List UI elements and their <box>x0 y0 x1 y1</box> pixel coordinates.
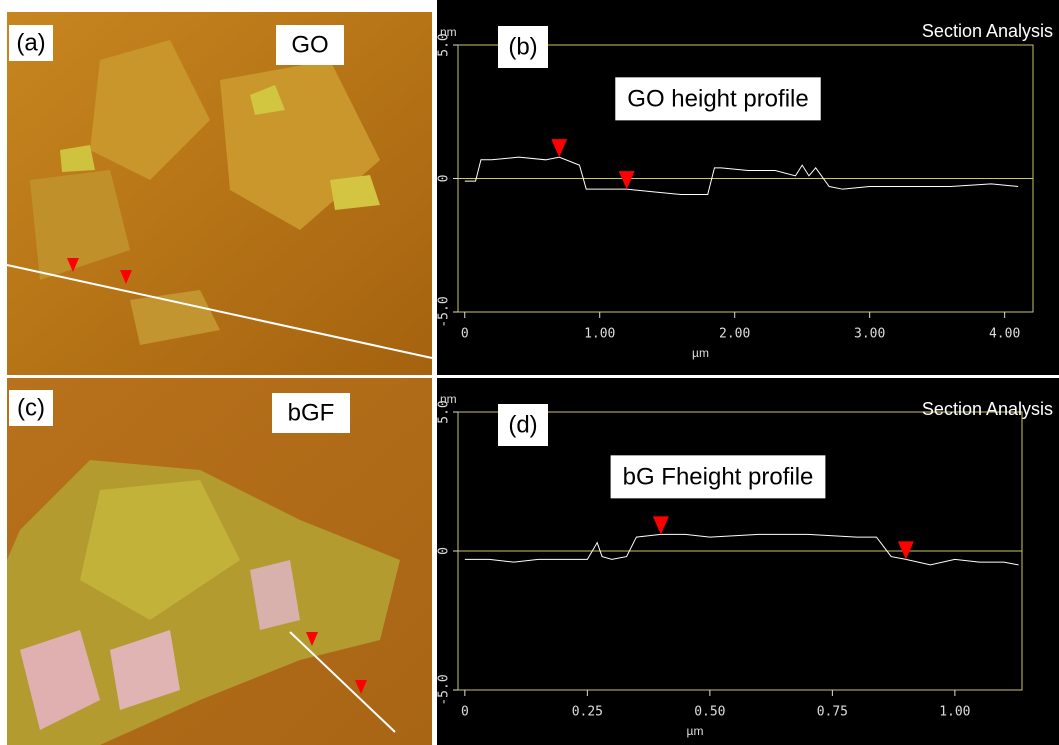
x-axis-label: µm <box>687 724 704 738</box>
x-tick-label: 0.50 <box>694 705 725 720</box>
x-tick-label: 0 <box>461 705 469 720</box>
profile-line <box>464 533 1019 566</box>
annotation-box <box>610 455 826 499</box>
flake <box>250 85 285 115</box>
panel-label: (c) <box>17 394 45 421</box>
flake <box>330 175 380 210</box>
cursor <box>67 258 79 272</box>
annotation-box <box>615 77 821 121</box>
y-tick-label: 0 <box>437 175 452 183</box>
section-line <box>289 631 396 733</box>
flake <box>250 560 300 630</box>
y-axis-label: nm <box>440 25 457 39</box>
label-box <box>276 25 344 65</box>
panel-label: (b) <box>508 33 537 60</box>
y-tick-label: 5.0 <box>437 400 452 423</box>
image-tag: GO <box>291 31 328 58</box>
label-box <box>272 393 350 433</box>
flake <box>20 630 100 730</box>
y-tick-label: 0 <box>437 547 452 555</box>
annotation: GO height profile <box>627 85 808 112</box>
cursor <box>120 270 132 284</box>
chart-title: Section Analysis <box>922 21 1053 41</box>
y-tick-label: -5.0 <box>437 296 452 327</box>
flake <box>130 290 220 345</box>
flake <box>60 145 95 172</box>
cursor <box>355 680 367 694</box>
panel-label: (a) <box>16 29 45 56</box>
label-box <box>498 26 548 68</box>
label-box <box>9 390 53 426</box>
cursor-marker <box>551 139 568 158</box>
cursor <box>306 632 318 646</box>
x-tick-label: 3.00 <box>854 327 885 342</box>
annotation: bG Fheight profile <box>623 463 814 490</box>
x-tick-label: 0.75 <box>817 705 848 720</box>
cursor-marker <box>618 171 635 190</box>
image-tag: bGF <box>288 399 335 426</box>
section-line <box>6 264 433 359</box>
label-box <box>9 25 53 61</box>
x-tick-label: 4.00 <box>989 327 1020 342</box>
y-tick-label: -5.0 <box>437 674 452 705</box>
afm-image-a: (a) GO <box>6 12 433 375</box>
y-tick-label: 5.0 <box>437 33 452 56</box>
x-tick-label: 2.00 <box>719 327 750 342</box>
x-tick-label: 1.00 <box>584 327 615 342</box>
x-tick-label: 0.25 <box>572 705 603 720</box>
label-box <box>498 404 548 446</box>
x-tick-label: 1.00 <box>939 705 970 720</box>
cursor-marker <box>652 516 669 535</box>
x-axis-label: µm <box>692 346 709 360</box>
panel-label: (d) <box>508 411 537 438</box>
flake <box>110 630 180 710</box>
profile-line <box>464 156 1019 196</box>
afm-image-c: (c) bGF <box>7 378 432 745</box>
flake <box>80 480 240 620</box>
flake <box>30 170 130 280</box>
cursor-marker <box>897 541 914 560</box>
x-tick-label: 0 <box>461 327 469 342</box>
chart-title: Section Analysis <box>922 399 1053 419</box>
y-axis-label: nm <box>440 392 457 406</box>
flake <box>90 40 210 180</box>
